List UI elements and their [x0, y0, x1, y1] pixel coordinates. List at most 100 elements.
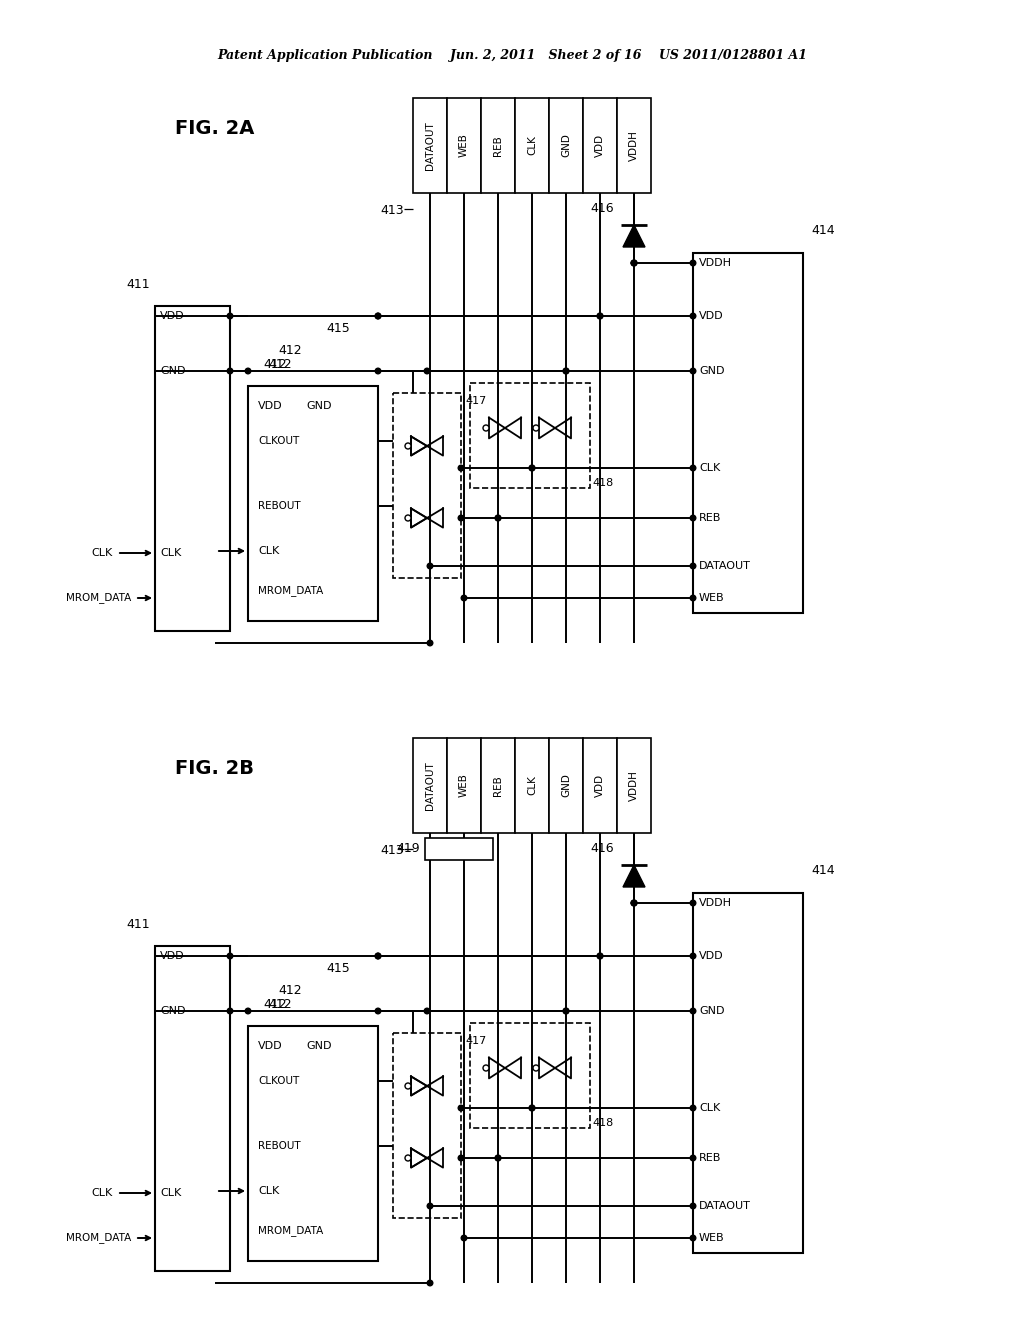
Circle shape	[406, 1082, 411, 1089]
Bar	[617, 738, 651, 833]
Text: CLK: CLK	[160, 1188, 181, 1199]
Text: FIG. 2A: FIG. 2A	[175, 119, 254, 137]
Bar	[393, 393, 461, 578]
Text: CLK: CLK	[699, 463, 720, 473]
Circle shape	[597, 953, 603, 958]
Text: CLK: CLK	[160, 548, 181, 558]
Text: 418: 418	[592, 1118, 613, 1129]
Text: VDDH: VDDH	[699, 898, 732, 908]
Text: VDD: VDD	[258, 401, 283, 411]
Circle shape	[690, 313, 695, 319]
Circle shape	[631, 260, 637, 265]
Circle shape	[690, 1105, 695, 1111]
Text: GND: GND	[561, 774, 571, 797]
Text: DATAOUT: DATAOUT	[699, 561, 751, 572]
Text: 413: 413	[380, 205, 404, 218]
Text: REB: REB	[493, 775, 503, 796]
Text: VDD: VDD	[160, 312, 184, 321]
Text: GND: GND	[306, 401, 332, 411]
Circle shape	[690, 465, 695, 471]
Circle shape	[483, 425, 489, 432]
Circle shape	[631, 900, 637, 906]
Bar	[549, 98, 583, 193]
Circle shape	[631, 900, 637, 906]
Circle shape	[375, 953, 381, 958]
Text: 414: 414	[811, 224, 835, 238]
Text: DATAOUT: DATAOUT	[699, 1201, 751, 1210]
Text: VDD: VDD	[595, 133, 605, 157]
Text: GND: GND	[306, 1041, 332, 1051]
Circle shape	[427, 1204, 433, 1209]
Text: WEB: WEB	[459, 774, 469, 797]
Circle shape	[631, 260, 637, 265]
Circle shape	[406, 444, 411, 449]
Circle shape	[427, 640, 433, 645]
Circle shape	[375, 953, 381, 958]
Circle shape	[496, 515, 501, 521]
Text: CLK: CLK	[527, 776, 537, 796]
Circle shape	[597, 313, 603, 319]
Text: REBOUT: REBOUT	[258, 1140, 301, 1151]
Bar	[248, 385, 378, 620]
Text: 412: 412	[278, 345, 302, 358]
Circle shape	[461, 1236, 467, 1241]
Circle shape	[375, 313, 381, 319]
Circle shape	[245, 1008, 251, 1014]
Bar	[549, 738, 583, 833]
Text: CLK: CLK	[92, 1188, 113, 1199]
Text: 417: 417	[465, 1036, 486, 1045]
Text: GND: GND	[160, 366, 185, 376]
Text: 412: 412	[268, 998, 292, 1011]
Polygon shape	[623, 224, 645, 247]
Text: 417: 417	[465, 396, 486, 407]
Text: WEB: WEB	[699, 1233, 725, 1243]
Text: 413: 413	[380, 845, 404, 858]
Text: 411: 411	[126, 917, 150, 931]
Text: VDDH: VDDH	[629, 770, 639, 801]
Circle shape	[690, 564, 695, 569]
Bar	[481, 98, 515, 193]
Circle shape	[529, 1105, 535, 1111]
Circle shape	[597, 953, 603, 958]
Circle shape	[245, 368, 251, 374]
Text: GND: GND	[160, 1006, 185, 1016]
Text: VDD: VDD	[699, 950, 724, 961]
Circle shape	[690, 1236, 695, 1241]
Circle shape	[375, 1008, 381, 1014]
Circle shape	[427, 1280, 433, 1286]
Text: GND: GND	[561, 133, 571, 157]
Circle shape	[690, 1008, 695, 1014]
Bar	[515, 98, 549, 193]
Text: 419: 419	[396, 842, 420, 855]
Text: REB: REB	[699, 1152, 721, 1163]
Circle shape	[529, 465, 535, 471]
Text: VDDH: VDDH	[629, 131, 639, 161]
Bar	[470, 1023, 590, 1129]
Circle shape	[424, 368, 430, 374]
Text: CLK: CLK	[258, 546, 280, 556]
Bar	[248, 1026, 378, 1261]
Bar	[693, 894, 803, 1253]
Text: Patent Application Publication    Jun. 2, 2011   Sheet 2 of 16    US 2011/012880: Patent Application Publication Jun. 2, 2…	[217, 49, 807, 62]
Circle shape	[690, 515, 695, 521]
Bar	[583, 738, 617, 833]
Circle shape	[227, 313, 232, 319]
Circle shape	[534, 1065, 539, 1071]
Text: CLKOUT: CLKOUT	[258, 1076, 299, 1086]
Circle shape	[529, 465, 535, 471]
Text: CLKOUT: CLKOUT	[258, 436, 299, 446]
Circle shape	[563, 1008, 568, 1014]
Circle shape	[458, 1155, 464, 1160]
Bar	[583, 98, 617, 193]
Text: 415: 415	[327, 322, 350, 334]
Bar	[413, 738, 447, 833]
Circle shape	[529, 1105, 535, 1111]
Circle shape	[690, 900, 695, 906]
Circle shape	[631, 900, 637, 906]
Circle shape	[534, 425, 539, 432]
Text: REBOUT: REBOUT	[258, 502, 301, 511]
Circle shape	[483, 1065, 489, 1071]
Bar	[515, 738, 549, 833]
Text: REB: REB	[493, 135, 503, 156]
Text: 418: 418	[592, 478, 613, 488]
